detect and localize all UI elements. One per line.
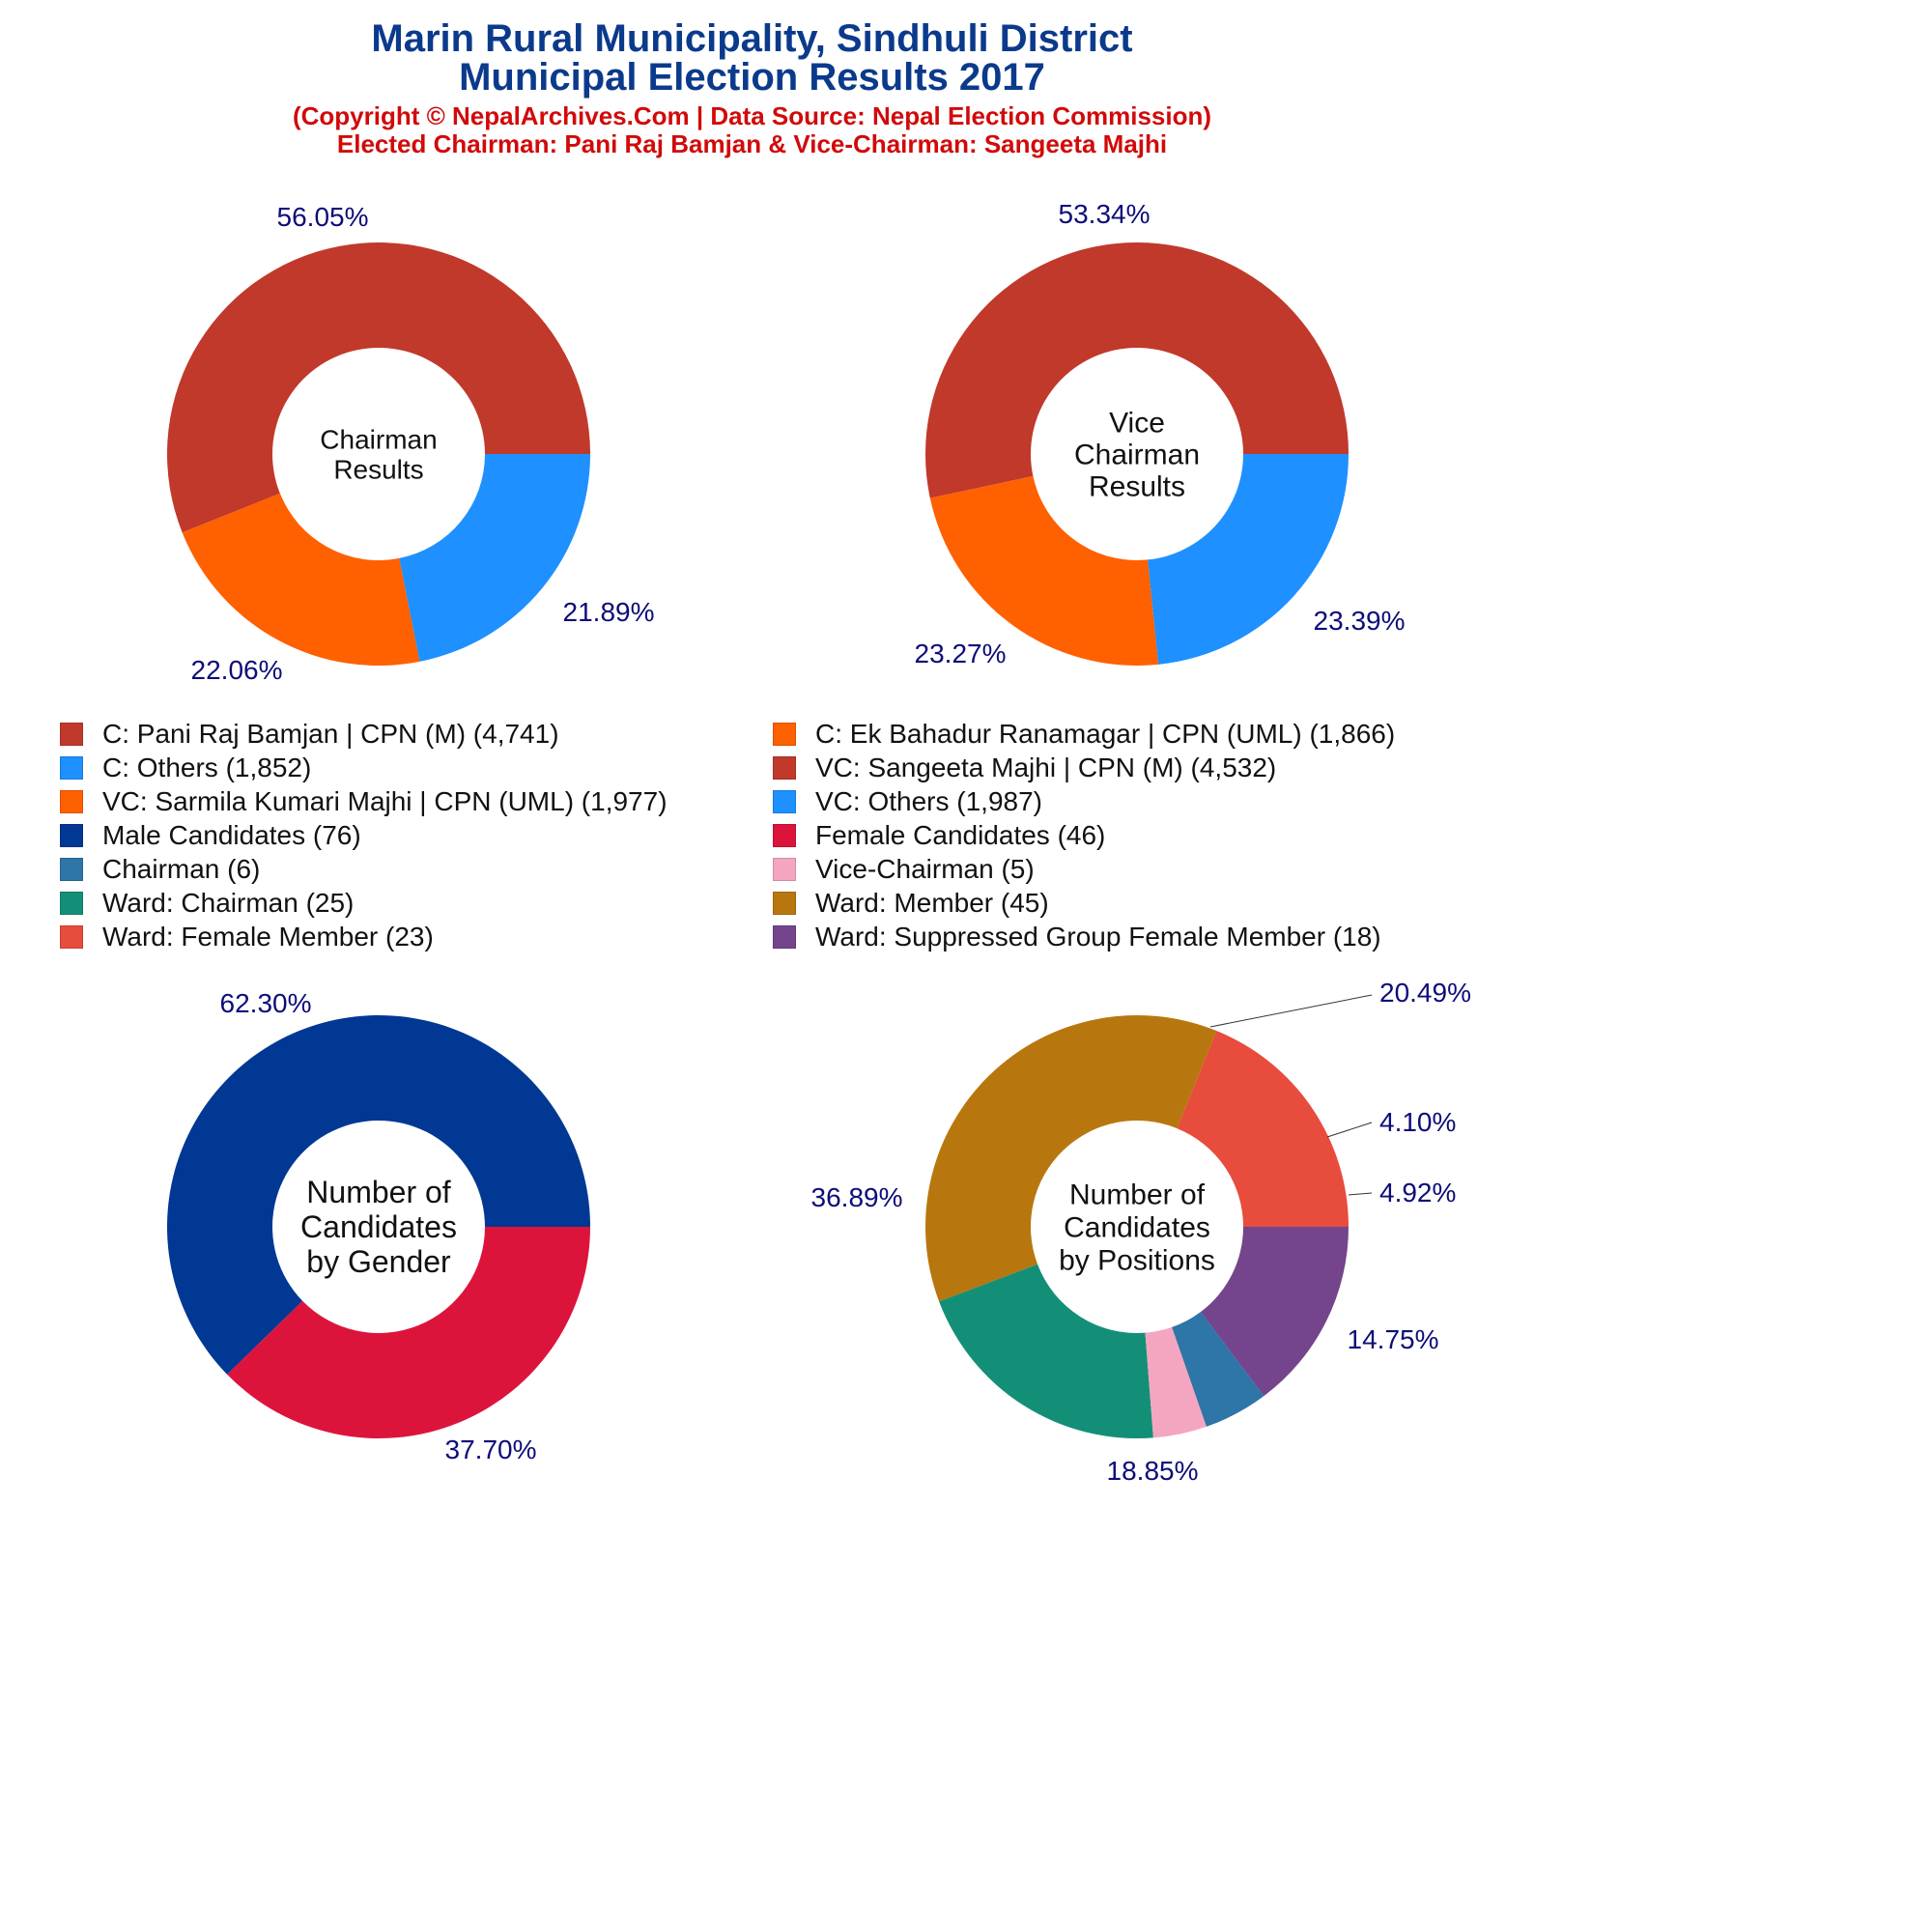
legend-swatch — [60, 789, 83, 813]
slice-percent-label: 4.10% — [1379, 1107, 1456, 1137]
legend-swatch — [773, 924, 796, 949]
legend: C: Pani Raj Bamjan | CPN (M) (4,741) C: E… — [60, 717, 1490, 953]
donut-slice — [1201, 1227, 1349, 1397]
donut-center-label: Number of — [1069, 1179, 1206, 1211]
legend-label: Ward: Female Member (23) — [102, 921, 434, 952]
donut-slice — [1148, 454, 1349, 665]
label-leader-line — [1326, 1122, 1373, 1138]
slice-percent-label: 14.75% — [1348, 1324, 1439, 1354]
legend-swatch — [773, 823, 796, 847]
donut-slice — [166, 1014, 591, 1375]
legend-label: Male Candidates (76) — [102, 819, 361, 850]
donut-slice — [1177, 1031, 1349, 1227]
legend-item: Ward: Female Member (23) — [60, 920, 773, 953]
legend-swatch — [773, 722, 796, 746]
donut-center-label: Results — [1089, 471, 1185, 503]
donut-charts-canvas: 56.05%22.06%21.89%ChairmanResults53.34%2… — [166, 199, 1471, 1486]
chart-subtitle-line-2: Elected Chairman: Pani Raj Bamjan & Vice… — [336, 129, 1168, 158]
slice-percent-label: 23.27% — [915, 639, 1007, 668]
legend-item: C: Others (1,852) — [60, 751, 773, 784]
legend-item: C: Pani Raj Bamjan | CPN (M) (4,741) — [60, 717, 773, 751]
legend-label: Ward: Suppressed Group Female Member (18… — [815, 921, 1381, 952]
slice-percent-label: 18.85% — [1107, 1456, 1199, 1486]
donut-slice — [1145, 1326, 1207, 1438]
legend-swatch — [60, 755, 83, 780]
slice-percent-label: 36.89% — [811, 1182, 903, 1212]
donut-slice — [399, 454, 590, 662]
slice-percent-label: 62.30% — [220, 988, 312, 1018]
legend-label: Vice-Chairman (5) — [815, 853, 1035, 884]
slice-percent-label: 4.92% — [1379, 1178, 1456, 1208]
donut-center-label: Chairman — [320, 424, 437, 454]
legend-item: Ward: Suppressed Group Female Member (18… — [773, 920, 1488, 953]
legend-item: Female Candidates (46) — [773, 818, 1488, 852]
legend-item: VC: Sangeeta Majhi | CPN (M) (4,532) — [773, 751, 1488, 784]
legend-label: C: Pani Raj Bamjan | CPN (M) (4,741) — [102, 718, 559, 749]
legend-item: VC: Others (1,987) — [773, 784, 1488, 818]
donut-center-label: Candidates — [300, 1209, 457, 1244]
slice-percent-label: 21.89% — [563, 597, 655, 627]
slice-percent-label: 23.39% — [1314, 606, 1406, 636]
chart-header: Marin Rural Municipality, Sindhuli Distr… — [0, 19, 1504, 158]
donut-center-label: Candidates — [1064, 1212, 1210, 1244]
donut-slice — [1172, 1311, 1264, 1427]
donut-center-label: by Positions — [1059, 1245, 1215, 1277]
slice-percent-label: 20.49% — [1379, 978, 1471, 1008]
legend-label: Ward: Member (45) — [815, 887, 1049, 918]
donut-slice — [182, 493, 420, 667]
donut-slice — [227, 1227, 591, 1438]
donut-center-label: Number of — [306, 1175, 451, 1209]
donut-slice — [924, 1015, 1217, 1302]
legend-item: C: Ek Bahadur Ranamagar | CPN (UML) (1,8… — [773, 717, 1488, 751]
legend-item: VC: Sarmila Kumari Majhi | CPN (UML) (1,… — [60, 784, 773, 818]
legend-item: Vice-Chairman (5) — [773, 852, 1488, 886]
legend-label: C: Others (1,852) — [102, 752, 312, 782]
legend-label: VC: Sarmila Kumari Majhi | CPN (UML) (1,… — [102, 785, 668, 816]
legend-label: Ward: Chairman (25) — [102, 887, 355, 918]
legend-swatch — [773, 891, 796, 915]
legend-item: Ward: Chairman (25) — [60, 886, 773, 920]
legend-swatch — [773, 857, 796, 881]
donut-slice — [929, 475, 1159, 666]
legend-label: Chairman (6) — [102, 853, 261, 884]
legend-label: VC: Sangeeta Majhi | CPN (M) (4,532) — [815, 752, 1277, 782]
legend-label: VC: Others (1,987) — [815, 785, 1042, 816]
legend-item: Chairman (6) — [60, 852, 773, 886]
label-leader-line — [1348, 1192, 1373, 1196]
donut-center-label: Chairman — [1074, 440, 1200, 471]
donut-center-label: Vice — [1109, 408, 1165, 440]
slice-percent-label: 53.34% — [1059, 199, 1151, 229]
donut-slice — [924, 242, 1349, 498]
slice-percent-label: 56.05% — [277, 202, 369, 232]
donut-slice — [939, 1264, 1153, 1438]
label-leader-line — [1209, 994, 1373, 1028]
slice-percent-label: 22.06% — [191, 655, 283, 685]
legend-item: Male Candidates (76) — [60, 818, 773, 852]
donut-slice — [166, 242, 590, 533]
legend-swatch — [773, 789, 796, 813]
chart-subtitle-line-1: (Copyright © NepalArchives.Com | Data So… — [292, 101, 1212, 130]
legend-label: Female Candidates (46) — [815, 819, 1106, 850]
legend-swatch — [60, 857, 83, 881]
slice-percent-label: 37.70% — [445, 1435, 537, 1464]
chart-title-line-2: Municipal Election Results 2017 — [459, 56, 1045, 99]
legend-swatch — [60, 722, 83, 746]
donut-chart-positions: 18.85% 36.89% 20.49% 4.10% 4.92% 14.75% Number… — [811, 978, 1471, 1486]
legend-swatch — [60, 891, 83, 915]
legend-item: Ward: Member (45) — [773, 886, 1488, 920]
donut-center-label: Results — [333, 454, 423, 484]
legend-swatch — [60, 924, 83, 949]
legend-swatch — [60, 823, 83, 847]
legend-label: C: Ek Bahadur Ranamagar | CPN (UML) (1,8… — [815, 718, 1396, 749]
chart-title-line-1: Marin Rural Municipality, Sindhuli Distr… — [371, 17, 1133, 60]
donut-center-label: by Gender — [306, 1244, 451, 1279]
legend-swatch — [773, 755, 796, 780]
